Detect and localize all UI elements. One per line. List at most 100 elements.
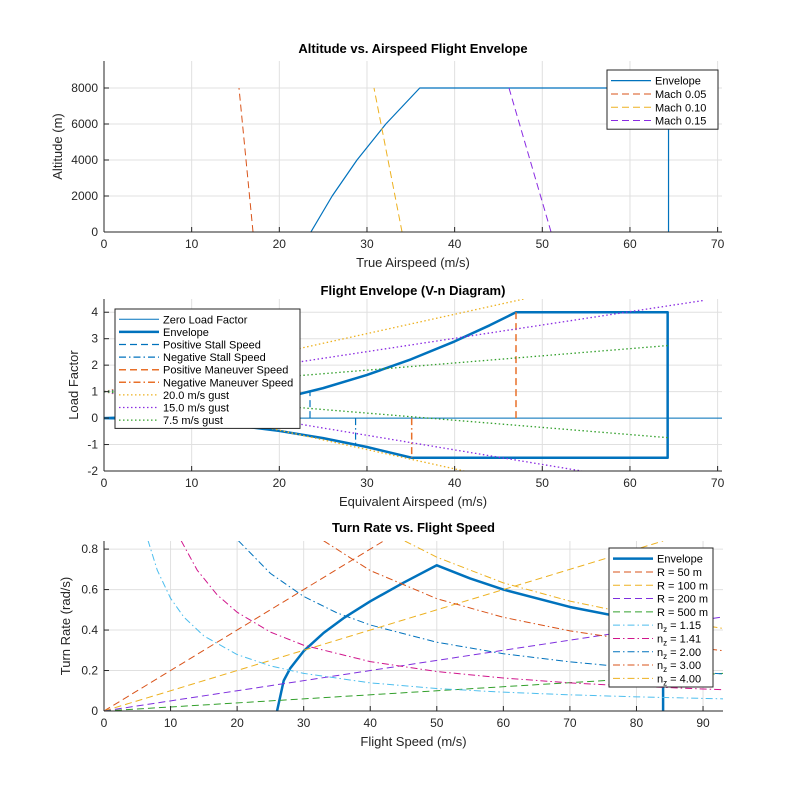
legend-label: Negative Maneuver Speed xyxy=(163,377,293,389)
subplot-1: 0 10 20 30 40 50 60 70 0 2000 4000 6000 8000 Altitude… xyxy=(50,41,725,270)
legend-label: 20.0 m/s gust xyxy=(163,390,229,402)
subplot-2: 0 10 20 30 40 50 60 70 -2 -1 0 1 2 3 4 Flight Envelope … xyxy=(66,283,725,509)
legend-item: nz = 1.41 xyxy=(613,633,701,647)
y-tick-label: 0.4 xyxy=(81,623,98,637)
y-tick-label: 8000 xyxy=(71,81,98,95)
x-axis-label: Equivalent Airspeed (m/s) xyxy=(339,494,487,509)
y-tick-label: 6000 xyxy=(71,117,98,131)
legend-item: Positive Stall Speed xyxy=(119,340,261,352)
x-tick-label: 20 xyxy=(230,716,244,730)
y-tick-label: -1 xyxy=(87,438,98,452)
x-tick-label: 10 xyxy=(164,716,178,730)
series-line-n-z-2-00 xyxy=(238,541,723,675)
legend-label: Negative Stall Speed xyxy=(163,352,266,364)
chart-title: Altitude vs. Airspeed Flight Envelope xyxy=(298,41,527,56)
y-tick-label: 0.2 xyxy=(81,664,98,678)
legend-label: Envelope xyxy=(655,76,701,88)
legend-item: Envelope xyxy=(119,327,209,339)
y-tick-label: 0 xyxy=(91,704,98,718)
legend-label: R = 50 m xyxy=(657,567,702,579)
legend-label: Mach 0.10 xyxy=(655,102,706,114)
y-tick-label: 4 xyxy=(91,305,98,319)
legend-item: 7.5 m/s gust xyxy=(119,415,223,427)
series-line-r-500-m xyxy=(104,672,723,711)
legend-label: 15.0 m/s gust xyxy=(163,403,229,415)
legend-label: Positive Maneuver Speed xyxy=(163,365,288,377)
legend-label: 7.5 m/s gust xyxy=(163,415,223,427)
series-line-r-100-m xyxy=(104,541,664,711)
series-line-n-z-4-00 xyxy=(404,541,723,629)
x-tick-label: 70 xyxy=(711,237,725,251)
legend-item: nz = 1.15 xyxy=(613,620,701,634)
x-axis-label: True Airspeed (m/s) xyxy=(356,255,470,270)
series-line-n-z-1-15 xyxy=(147,541,723,700)
legend-label: R = 100 m xyxy=(657,580,708,592)
x-tick-label: 60 xyxy=(623,237,637,251)
y-tick-label: 0.6 xyxy=(81,583,98,597)
x-tick-label: 30 xyxy=(297,716,311,730)
legend-item: R = 50 m xyxy=(613,567,702,579)
x-tick-label: 90 xyxy=(696,716,710,730)
x-tick-label: 50 xyxy=(536,476,550,490)
legend-item: Envelope xyxy=(613,554,703,566)
legend-label: Mach 0.05 xyxy=(655,89,706,101)
series-line-mach-0-05 xyxy=(238,87,254,232)
x-tick-label: 40 xyxy=(364,716,378,730)
legend-label: Positive Stall Speed xyxy=(163,340,261,352)
subplot-3: 0 10 20 30 40 50 60 70 80 90 0 0.2 0.4 0.6 0.8 Turn Rat… xyxy=(58,520,723,749)
x-tick-label: 0 xyxy=(101,476,108,490)
x-tick-label: 10 xyxy=(185,237,199,251)
y-tick-label: 0 xyxy=(91,225,98,239)
x-tick-label: 0 xyxy=(101,237,108,251)
x-tick-label: 60 xyxy=(497,716,511,730)
chart-title: Flight Envelope (V-n Diagram) xyxy=(321,283,506,298)
x-tick-label: 70 xyxy=(711,476,725,490)
legend-label: Zero Load Factor xyxy=(163,314,248,326)
legend-item: Negative Maneuver Speed xyxy=(119,377,293,389)
legend-item: R = 500 m xyxy=(613,607,708,619)
legend-item: Positive Maneuver Speed xyxy=(119,365,288,377)
legend-label: Mach 0.15 xyxy=(655,116,706,128)
x-tick-label: 40 xyxy=(448,237,462,251)
x-tick-label: 20 xyxy=(273,237,287,251)
y-tick-label: 2000 xyxy=(71,189,98,203)
x-axis-label: Flight Speed (m/s) xyxy=(360,734,466,749)
x-tick-label: 10 xyxy=(185,476,199,490)
x-tick-label: 0 xyxy=(101,716,108,730)
y-tick-label: 0.8 xyxy=(81,542,98,556)
x-tick-label: 50 xyxy=(430,716,444,730)
series-line-n-z-1-41 xyxy=(180,541,723,691)
legend-item: nz = 4.00 xyxy=(613,673,701,687)
y-tick-label: 2 xyxy=(91,358,98,372)
legend-item: Mach 0.05 xyxy=(611,89,706,101)
x-tick-label: 70 xyxy=(563,716,577,730)
legend-box xyxy=(608,547,714,688)
legend-item: Negative Stall Speed xyxy=(119,352,266,364)
legend-label: Envelope xyxy=(163,327,209,339)
legend-item: R = 200 m xyxy=(613,594,708,606)
y-axis-label: Turn Rate (rad/s) xyxy=(58,577,73,676)
legend-label: nz = 4.00 xyxy=(657,673,701,687)
y-tick-label: 3 xyxy=(91,332,98,346)
legend-box xyxy=(606,69,719,130)
x-tick-label: 20 xyxy=(273,476,287,490)
legend-label: nz = 1.15 xyxy=(657,620,701,634)
x-tick-label: 30 xyxy=(360,237,374,251)
y-tick-label: 1 xyxy=(91,385,98,399)
legend-item: R = 100 m xyxy=(613,580,708,592)
legend-item: 15.0 m/s gust xyxy=(119,403,229,415)
chart-title: Turn Rate vs. Flight Speed xyxy=(332,520,495,535)
series-line-mach-0-15 xyxy=(508,87,552,232)
y-tick-label: 0 xyxy=(91,411,98,425)
legend-item: nz = 2.00 xyxy=(613,647,701,661)
y-axis-label: Load Factor xyxy=(66,350,81,420)
x-tick-label: 80 xyxy=(630,716,644,730)
legend-item: Mach 0.10 xyxy=(611,102,706,114)
legend-item: Zero Load Factor xyxy=(119,314,248,326)
legend-item: Envelope xyxy=(611,76,701,88)
y-tick-label: 4000 xyxy=(71,153,98,167)
